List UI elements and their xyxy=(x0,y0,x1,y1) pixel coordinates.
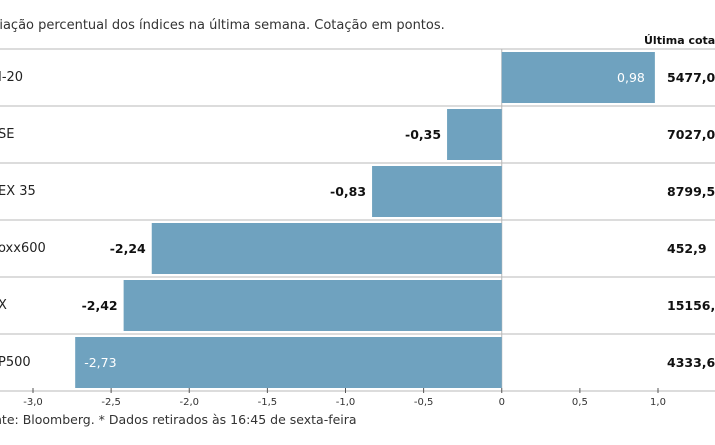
value-label-5: -2,73 xyxy=(84,355,116,370)
last-price-header: Última cotaç xyxy=(644,34,715,47)
value-label-0: 0,98 xyxy=(617,70,645,85)
category-label-2: EX 35 xyxy=(0,184,36,199)
x-tick-label-6: 0 xyxy=(499,397,505,408)
bar-4 xyxy=(123,280,502,331)
chart-source: nte: Bloomberg. * Dados retirados às 16:… xyxy=(0,412,357,427)
category-label-5: P500 xyxy=(0,355,31,370)
last-price-1: 7027,07 xyxy=(667,127,715,142)
value-label-2: -0,83 xyxy=(330,184,366,199)
x-tick-label-8: 1,0 xyxy=(650,397,666,408)
category-label-3: oxx600 xyxy=(0,241,46,256)
value-label-1: -0,35 xyxy=(405,127,441,142)
x-tick-label-5: -0,5 xyxy=(414,397,434,408)
bar-2 xyxy=(372,166,502,217)
x-tick-label-4: -1,0 xyxy=(336,397,356,408)
last-price-2: 8799,5 xyxy=(667,184,715,199)
x-tick-label-0: -3,0 xyxy=(23,397,43,408)
x-tick-label-1: -2,5 xyxy=(101,397,121,408)
x-tick-label-3: -1,5 xyxy=(258,397,278,408)
last-price-0: 5477,07 xyxy=(667,70,715,85)
value-label-3: -2,24 xyxy=(110,241,146,256)
last-price-4: 15156,44 xyxy=(667,298,715,313)
x-tick-label-2: -2,0 xyxy=(179,397,199,408)
category-label-1: SE xyxy=(0,127,14,142)
last-price-5: 4333,64 xyxy=(667,355,715,370)
value-label-4: -2,42 xyxy=(82,298,118,313)
bar-0 xyxy=(501,52,655,103)
bar-1 xyxy=(447,109,502,160)
bar-5 xyxy=(75,337,502,388)
category-label-4: X xyxy=(0,298,7,313)
category-label-0: I-20 xyxy=(0,70,23,85)
x-tick-label-7: 0,5 xyxy=(572,397,588,408)
chart-subtitle: riação percentual dos índices na última … xyxy=(0,18,445,33)
last-price-3: 452,9 xyxy=(667,241,707,256)
bar-3 xyxy=(151,223,502,274)
